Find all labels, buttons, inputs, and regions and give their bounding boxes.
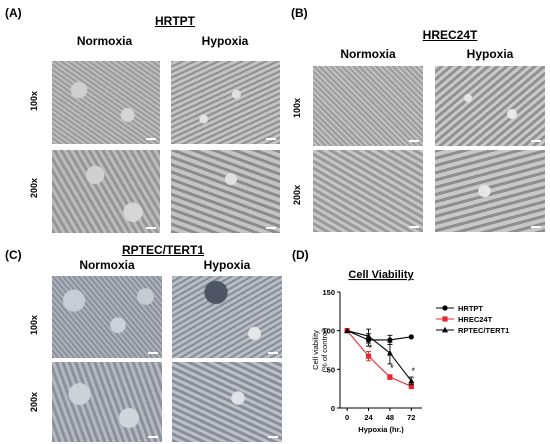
- chart-title: Cell Viability: [348, 269, 414, 281]
- panel-c-title: RPTEC/TERT1: [121, 243, 204, 257]
- panel-a-title: HRTPT: [155, 14, 195, 28]
- micrograph-hrec24t-hypoxia-100x: [435, 66, 545, 146]
- x-tick-label: 0: [345, 413, 349, 422]
- panel-c-row-100x: 100x: [29, 314, 39, 336]
- series-line-hrtpt: [346, 330, 412, 341]
- panel-a-col-normoxia: Normoxia: [76, 34, 133, 48]
- micrograph-hrec24t-normoxia-100x: [313, 66, 423, 146]
- panel-b-label: (B): [291, 6, 308, 20]
- data-point-rptec-tert1: [408, 377, 415, 384]
- y-tick-label: 100: [322, 327, 335, 336]
- y-axis-label-line2: (% of control): [320, 327, 329, 372]
- legend-label-hrtpt: HRTPT: [458, 304, 483, 313]
- series-line-hrec24t: [346, 330, 412, 387]
- panel-b-col-normoxia: Normoxia: [340, 47, 396, 61]
- panel-b-col-hypoxia: Hypoxia: [466, 47, 514, 61]
- x-tick-label: 72: [407, 413, 415, 422]
- data-point-rptec-tert1: [344, 327, 351, 334]
- data-point-hrec24t: [365, 353, 372, 359]
- x-axis-label: Hypoxia (hr.): [358, 425, 404, 434]
- data-point-hrec24t: [387, 374, 393, 380]
- data-point-hrtpt: [408, 334, 414, 340]
- panel-c-row-200x: 200x: [29, 391, 39, 413]
- micrograph-hrtpt-hypoxia-100x: [171, 61, 280, 144]
- legend-marker-hrec24t: [442, 316, 448, 322]
- panel-a-label: (A): [5, 6, 22, 20]
- panel-b-row-200x: 200x: [292, 184, 302, 206]
- panel-c-col-normoxia: Normoxia: [79, 258, 135, 272]
- panel-d-label: (D): [292, 248, 309, 262]
- micrograph-hrtpt-normoxia-100x: [52, 61, 160, 144]
- micrograph-hrtpt-normoxia-200x: [52, 150, 160, 233]
- x-tick-label: 24: [364, 413, 373, 422]
- y-axis-label-line1: Cell viability: [311, 330, 320, 370]
- y-tick-label: 50: [327, 365, 335, 374]
- micrograph-rptec-hypoxia-200x: [172, 362, 282, 442]
- data-point-hrtpt: [387, 337, 393, 343]
- data-point-rptec-tert1: [365, 332, 372, 339]
- micrograph-hrtpt-hypoxia-200x: [171, 150, 280, 233]
- legend-marker-hrtpt: [442, 305, 448, 311]
- data-point-rptec-tert1: [386, 349, 393, 356]
- panel-b-row-100x: 100x: [292, 97, 302, 119]
- legend-marker-rptec-tert1: [442, 326, 448, 333]
- x-tick-label: 48: [386, 413, 394, 422]
- panel-a-row-100x: 100x: [29, 90, 39, 112]
- legend-label-rptec-tert1: RPTEC/TERT1: [458, 326, 509, 335]
- micrograph-rptec-hypoxia-100x: [172, 276, 282, 358]
- micrograph-hrec24t-hypoxia-200x: [435, 150, 545, 232]
- panel-a-col-hypoxia: Hypoxia: [201, 34, 249, 48]
- data-point-hrec24t: [408, 383, 414, 389]
- y-tick-label: 150: [322, 288, 335, 297]
- micrograph-rptec-normoxia-100x: [52, 276, 162, 358]
- panel-c-label: (C): [5, 248, 22, 262]
- legend-label-hrec24t: HREC24T: [458, 315, 493, 324]
- micrograph-rptec-normoxia-200x: [52, 362, 162, 442]
- micrograph-hrec24t-normoxia-200x: [313, 150, 423, 232]
- series-line-rptec-tert1: [346, 330, 412, 382]
- y-tick-label: 0: [331, 404, 335, 413]
- significance-marker: *: [390, 363, 394, 373]
- significance-marker: *: [412, 366, 416, 376]
- significance-marker: *: [369, 343, 373, 353]
- panel-a-row-200x: 200x: [29, 177, 39, 199]
- panel-c-col-hypoxia: Hypoxia: [203, 258, 251, 272]
- panel-b-title: HREC24T: [422, 28, 478, 42]
